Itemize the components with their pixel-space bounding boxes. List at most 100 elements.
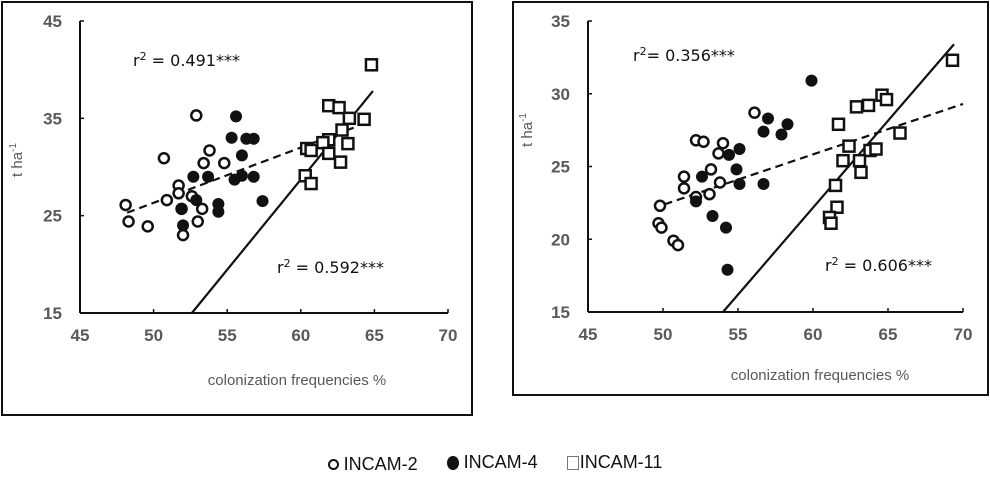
point-incam-11 <box>341 136 355 151</box>
r-squared-superscript: 2 <box>640 45 647 58</box>
panel-frame <box>512 1 989 396</box>
legend-item-incam-2: INCAM-2 <box>327 453 418 475</box>
point-incam-11 <box>304 143 318 158</box>
point-incam-2 <box>172 187 185 200</box>
point-incam-11 <box>335 123 349 137</box>
x-tick-label: 60 <box>291 326 310 345</box>
point-incam-4 <box>225 131 238 144</box>
point-incam-11 <box>836 153 850 168</box>
y-axis-label: t ha-1 <box>518 113 536 147</box>
point-incam-4 <box>212 205 225 218</box>
point-incam-2 <box>677 182 691 195</box>
point-incam-4 <box>202 170 215 183</box>
dashed-trendline <box>664 102 964 206</box>
r-squared-label: r2= 0.356*** <box>633 45 735 65</box>
point-incam-2 <box>703 187 716 201</box>
point-incam-2 <box>716 136 730 150</box>
x-tick-label: 70 <box>954 325 973 344</box>
open-square-icon <box>566 455 579 470</box>
x-tick-label: 65 <box>365 326 384 345</box>
point-incam-11 <box>831 117 846 132</box>
point-incam-4 <box>757 177 770 190</box>
point-incam-11 <box>893 126 907 140</box>
point-incam-2 <box>713 176 727 189</box>
y-tick-label: 15 <box>551 303 570 322</box>
point-incam-11 <box>852 153 867 168</box>
filled-circle-icon <box>446 455 459 470</box>
point-incam-4 <box>775 128 788 141</box>
legend: INCAM-2 INCAM-4 INCAM-11 <box>0 452 990 475</box>
legend-item-incam-4: INCAM-4 <box>446 452 538 473</box>
point-incam-2 <box>704 163 718 176</box>
point-incam-4 <box>733 143 746 156</box>
r-squared-superscript: 2 <box>284 257 291 270</box>
r-squared-superscript: 2 <box>140 50 147 63</box>
point-incam-4 <box>757 125 770 138</box>
legend-label: INCAM-2 <box>343 453 418 474</box>
point-incam-11 <box>824 216 838 230</box>
y-tick-label: 15 <box>43 304 62 323</box>
point-incam-4 <box>187 170 200 183</box>
point-incam-4 <box>762 112 774 125</box>
point-incam-2 <box>697 135 710 149</box>
point-incam-11 <box>357 112 371 127</box>
point-incam-4 <box>733 177 746 190</box>
r-squared-value: = 0.592*** <box>291 258 384 277</box>
r-squared-value: = 0.606*** <box>839 256 932 275</box>
y-tick-label: 20 <box>551 230 570 249</box>
y-axis-label-superscript: -1 <box>518 113 529 122</box>
point-incam-4 <box>247 132 260 145</box>
point-incam-2 <box>119 198 132 212</box>
point-incam-11 <box>316 135 330 150</box>
r-squared-label: r2 = 0.592*** <box>277 257 384 277</box>
point-incam-4 <box>730 163 743 176</box>
point-incam-2 <box>157 151 171 165</box>
x-tick-label: 65 <box>879 325 898 344</box>
point-incam-2 <box>191 215 205 228</box>
point-incam-11 <box>322 146 336 161</box>
open-circle-icon <box>327 458 339 470</box>
point-incam-11 <box>879 92 894 107</box>
point-incam-11 <box>854 165 868 180</box>
point-incam-4 <box>696 170 708 183</box>
point-incam-2 <box>195 202 209 216</box>
point-incam-11 <box>828 178 843 193</box>
point-incam-2 <box>122 215 135 228</box>
legend-item-incam-11: INCAM-11 <box>566 452 662 473</box>
legend-label: INCAM-4 <box>463 452 538 472</box>
point-incam-11 <box>861 98 876 113</box>
point-incam-2 <box>218 156 231 170</box>
point-incam-4 <box>247 170 260 183</box>
x-tick-label: 55 <box>729 325 748 344</box>
point-incam-2 <box>653 199 667 213</box>
point-incam-11 <box>945 53 960 68</box>
point-incam-11 <box>869 142 883 156</box>
point-incam-2 <box>671 238 685 252</box>
point-incam-2 <box>176 228 190 242</box>
point-incam-2 <box>197 156 210 170</box>
y-tick-label: 25 <box>43 207 62 226</box>
point-incam-2 <box>655 221 668 234</box>
point-incam-2 <box>748 106 761 119</box>
y-tick-label: 35 <box>43 109 62 128</box>
y-tick-label: 45 <box>43 12 62 31</box>
point-incam-4 <box>720 221 732 234</box>
y-tick-label: 25 <box>551 158 570 177</box>
point-incam-11 <box>333 155 348 169</box>
r-squared-label: r2 = 0.491*** <box>133 50 240 70</box>
point-incam-4 <box>235 169 248 182</box>
point-incam-4 <box>175 202 188 215</box>
solid-trendline <box>722 43 955 313</box>
r-squared-label: r2 = 0.606*** <box>825 255 932 275</box>
point-incam-4 <box>256 195 269 208</box>
y-axis-label-superscript: -1 <box>8 143 19 152</box>
point-incam-11 <box>332 100 346 115</box>
chart-panel-2: 45 50 55 60 65 70 15 20 25 30 35 colonization frequ… <box>512 1 989 396</box>
point-incam-11 <box>342 111 357 126</box>
point-incam-4 <box>706 209 719 222</box>
point-incam-11 <box>830 200 844 214</box>
y-tick-label: 35 <box>551 12 570 31</box>
r-squared-value: = 0.491*** <box>147 51 240 70</box>
